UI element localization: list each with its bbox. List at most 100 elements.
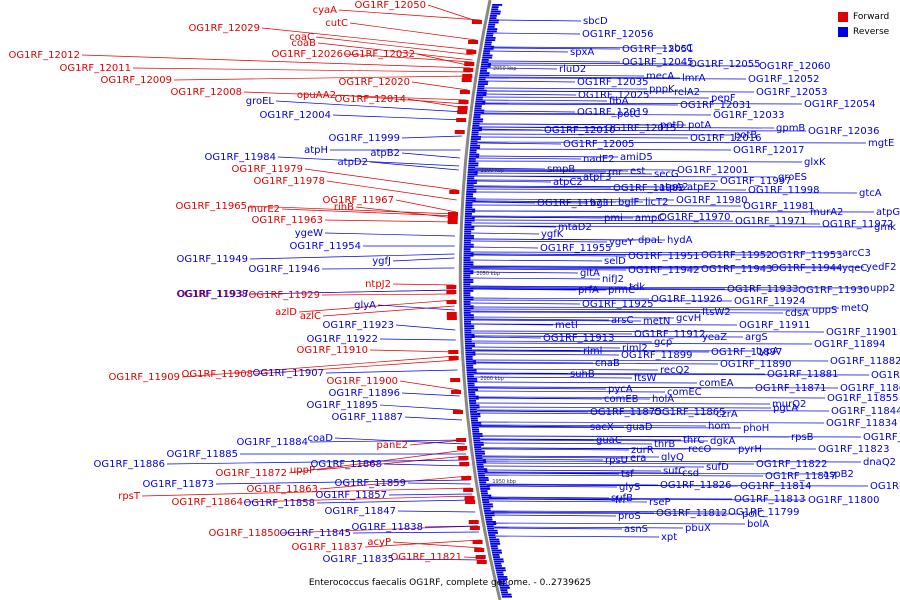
connector-line: [477, 142, 562, 145]
gene-label: rseP: [649, 497, 671, 508]
gene-label: yqeC: [842, 263, 867, 274]
reverse-feature: [492, 556, 500, 558]
gene-label: OG1RF_11965: [176, 201, 248, 212]
gene-label: OG1RF_11799: [728, 507, 800, 518]
gene-label: OG1RF_11890: [720, 359, 792, 370]
axis-ticks: 2050 kbp 2100 kbp 2050 kbp 2000 kbp 1950 kbp: [476, 66, 516, 485]
connector-line: [484, 471, 681, 474]
forward-feature: [461, 476, 472, 480]
gene-label: OG1RF_11823: [818, 444, 890, 455]
gene-label: OG1RF_11946: [249, 264, 321, 275]
gene-label: dnaQ2: [863, 457, 896, 468]
gene-label: glyS: [619, 482, 640, 493]
reverse-feature: [475, 457, 483, 459]
connector-line: [344, 53, 473, 63]
gene-label: OG1RF_11838: [352, 522, 424, 533]
forward-feature: [465, 500, 476, 504]
gene-label: dpaL: [638, 235, 663, 246]
connector-line: [475, 397, 651, 400]
gene-label: guaC: [596, 435, 622, 446]
gene-label: comEA: [699, 378, 734, 389]
reverse-feature: [476, 463, 484, 466]
connector-line: [489, 500, 648, 503]
connector-line: [473, 362, 719, 365]
connector-line: [479, 126, 604, 129]
gene-label: rpsT: [118, 491, 141, 502]
connector-line: [470, 265, 865, 268]
gene-label: bglF: [618, 197, 639, 208]
reverse-feature: [478, 477, 489, 479]
gene-label: OG1RF_11863: [247, 484, 319, 495]
reverse-feature: [478, 81, 489, 83]
forward-feature: [446, 285, 457, 289]
connector-line: [309, 439, 465, 443]
reverse-feature: [473, 439, 481, 442]
reverse-feature: [489, 19, 500, 22]
connector-line: [488, 62, 688, 65]
reverse-feature: [486, 34, 494, 37]
reverse-feature: [464, 213, 472, 215]
reverse-feature: [470, 415, 481, 418]
connector-line: [470, 285, 628, 288]
gene-label: OG1RF_11859: [335, 478, 407, 489]
connector-line: [471, 222, 821, 225]
connector-line: [334, 437, 465, 445]
connector-line: [321, 267, 455, 270]
connector-line: [326, 180, 457, 201]
connector-line: [317, 42, 473, 61]
connector-line: [483, 90, 755, 93]
connector-line: [470, 316, 675, 319]
gene-label: pbuX: [685, 523, 711, 534]
reverse-feature: [466, 375, 474, 378]
reverse-feature: [463, 305, 474, 308]
reverse-feature: [477, 472, 485, 475]
reverse-feature: [480, 490, 488, 492]
gene-label: comEC: [667, 387, 702, 398]
reverse-feature: [471, 129, 482, 132]
reverse-feature: [498, 582, 506, 585]
gene-label: OG1RF_11963: [252, 215, 324, 226]
gene-label: OG1RF_11951: [628, 251, 700, 262]
connector-line: [486, 485, 618, 488]
reverse-feature: [482, 54, 493, 57]
reverse-feature: [479, 74, 490, 77]
reverse-feature: [475, 459, 486, 462]
gene-label: opuAA2: [297, 90, 336, 101]
gene-label: atpH: [304, 145, 328, 156]
connector-line: [471, 216, 634, 219]
forward-feature: [457, 446, 468, 450]
gene-label: OG1RF_12016: [690, 133, 762, 144]
gene-label: OG1RF_12056: [582, 29, 654, 40]
gene-label: azlC: [300, 311, 321, 322]
gene-label: OG1RF_11929: [249, 290, 321, 301]
gene-label: pppK: [649, 84, 675, 95]
reverse-feature: [488, 23, 496, 26]
connector-line: [132, 67, 471, 73]
reverse-feature: [492, 4, 503, 6]
gene-label: OG1RF_11861: [840, 383, 900, 394]
connector-line: [494, 526, 684, 529]
reverse-feature: [468, 166, 476, 169]
reverse-feature: [484, 514, 495, 517]
gene-label: glxK: [804, 157, 826, 168]
reverse-feature: [464, 226, 475, 228]
connector-line: [472, 201, 589, 204]
connector-line: [399, 380, 460, 391]
gene-label: OG1RF_12045: [622, 57, 694, 68]
connector-line: [474, 387, 607, 390]
reverse-feature: [479, 481, 487, 484]
connector-line: [472, 210, 875, 213]
connector-line: [481, 448, 630, 451]
gene-label: fibA: [609, 96, 629, 107]
connector-line: [424, 525, 478, 528]
gene-label: OG1RF_11858: [244, 498, 316, 509]
gene-label: OG1RF_11845: [280, 528, 352, 539]
gene-label: relA2: [674, 87, 700, 98]
reverse-feature: [483, 505, 494, 508]
reverse-feature: [492, 554, 500, 556]
forward-feature: [474, 548, 485, 552]
reverse-feature: [496, 571, 504, 574]
legend-reverse-label: Reverse: [853, 26, 890, 37]
reverse-feature: [474, 107, 482, 110]
connector-line: [481, 110, 576, 113]
